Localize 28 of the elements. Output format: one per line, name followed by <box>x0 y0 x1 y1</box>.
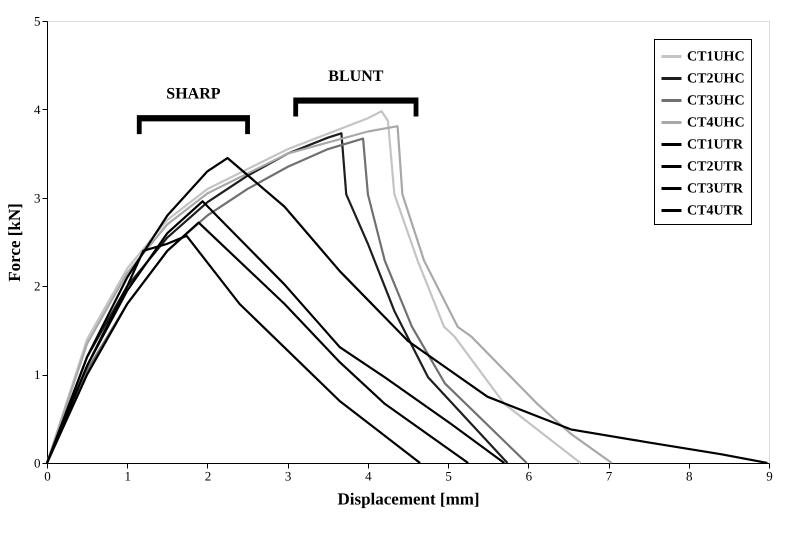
x-tick-label: 6 <box>526 468 533 484</box>
legend-label: CT1UTR <box>687 138 744 152</box>
annotation: BLUNT <box>328 68 384 85</box>
legend-label: CT3UHC <box>687 94 745 108</box>
y-tick-label: 1 <box>34 367 40 382</box>
y-tick-label: 5 <box>34 14 40 28</box>
y-tick-label: 0 <box>34 456 40 470</box>
x-tick-label: 3 <box>284 468 292 484</box>
x-axis-title: Displacement [mm] <box>337 490 480 508</box>
legend-label: CT2UTR <box>687 160 744 174</box>
x-tick-label: 4 <box>365 468 372 484</box>
y-tick-label: 3 <box>34 190 40 206</box>
legend-label: CT1UHC <box>687 50 745 64</box>
y-tick-label: 4 <box>34 102 41 117</box>
annotation: SHARP <box>166 85 221 102</box>
x-tick-label: 2 <box>204 468 212 484</box>
legend-label: CT4UTR <box>687 204 744 218</box>
y-tick-label: 2 <box>34 278 40 294</box>
legend-label: CT4UHC <box>687 116 745 130</box>
x-tick-label: 5 <box>445 468 452 484</box>
legend-label: CT3UTR <box>687 182 744 196</box>
x-tick-label: 9 <box>766 468 773 484</box>
y-axis-title: Force [kN] <box>5 203 24 282</box>
x-tick-label: 0 <box>44 468 51 484</box>
x-tick-label: 1 <box>124 468 131 484</box>
x-tick-label: 8 <box>686 468 693 484</box>
x-tick-label: 7 <box>606 468 613 484</box>
legend-label: CT2UHC <box>687 72 745 86</box>
